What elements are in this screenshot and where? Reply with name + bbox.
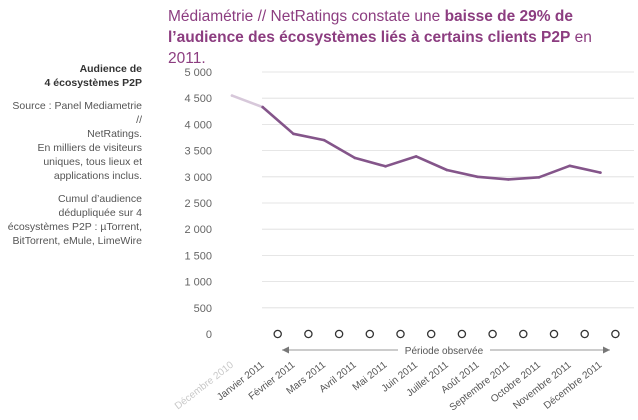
chart-note: Cumul d’audience dédupliquée sur 4 écosy… [7, 193, 142, 247]
month-marker [304, 329, 313, 339]
month-marker [580, 329, 589, 339]
data-point [476, 175, 479, 179]
data-point [414, 155, 418, 158]
month-marker [426, 329, 436, 339]
y-tick-label: 3 500 [184, 146, 212, 158]
month-marker [549, 329, 559, 339]
data-point [261, 105, 265, 109]
month-marker [334, 329, 344, 339]
headline-text: Médiamétrie // NetRatings constate une [168, 8, 445, 25]
month-marker [365, 329, 375, 339]
month-marker [273, 329, 282, 339]
data-point [230, 94, 234, 97]
y-axis-ticks: 0 500 1 000 1 500 2 000 2 500 3 000 3 500 4 000 4… [184, 67, 212, 341]
data-point [507, 178, 510, 181]
data-point [599, 171, 602, 174]
data-point [445, 168, 449, 172]
data-point [384, 165, 387, 168]
y-tick-label: 4 500 [184, 93, 212, 105]
y-tick-label: 1 000 [184, 277, 212, 289]
month-marker [519, 329, 528, 339]
period-label-bg [398, 343, 490, 357]
month-marker [457, 329, 467, 339]
data-point [322, 138, 326, 142]
headline: Médiamétrie // NetRatings constate une b… [168, 6, 630, 69]
data-point [292, 132, 295, 136]
y-tick-label: 500 [194, 303, 212, 315]
x-axis-markers [273, 329, 620, 339]
data-point [568, 164, 571, 168]
month-marker [396, 329, 405, 339]
y-tick-label: 1 500 [184, 250, 212, 262]
headline-text-end: en 2011. [168, 29, 592, 67]
period-label: Période observée [405, 346, 484, 357]
y-tick-label: 0 [206, 329, 212, 341]
data-point [537, 176, 541, 179]
y-tick-label: 4 000 [184, 119, 212, 131]
period-arrow: Période observée [282, 343, 610, 357]
period-arrow-right-head [603, 346, 610, 354]
y-tick-label: 3 000 [184, 172, 212, 184]
series-line-faded [230, 94, 265, 109]
chart-title: Audience de 4 écosystèmes P2P [44, 63, 142, 89]
month-marker [611, 329, 620, 339]
chart-source: Source : Panel Mediametrie // NetRatings… [12, 100, 142, 182]
y-tick-label: 2 000 [184, 224, 212, 236]
chart-grid [262, 71, 634, 309]
chart-sidebar: Audience de 4 écosystèmes P2P Source : P… [6, 62, 142, 248]
headline-highlight: baisse de 29% de l’audience des écosystè… [168, 8, 573, 46]
y-tick-label: 2 500 [184, 198, 212, 210]
period-arrow-left-head [282, 346, 289, 354]
series-line [261, 105, 602, 181]
y-tick-label: 5 000 [184, 67, 212, 79]
chart-series [230, 94, 602, 181]
data-point [353, 156, 357, 160]
month-marker [488, 329, 497, 339]
